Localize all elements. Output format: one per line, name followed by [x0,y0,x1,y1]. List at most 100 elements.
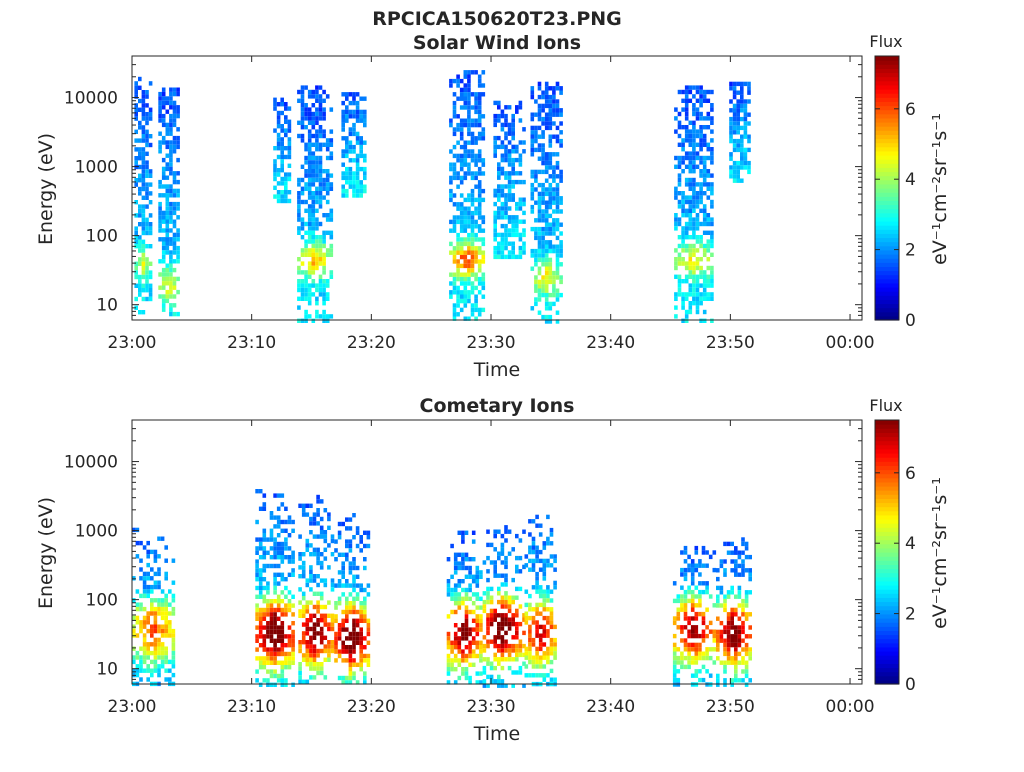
flux-cell [258,590,263,595]
flux-cell [741,607,745,613]
flux-cell [710,147,714,152]
flux-cell [463,162,468,167]
flux-cell [674,261,678,266]
flux-cell [493,657,497,662]
flux-cell [452,100,457,106]
flux-cell [475,671,480,676]
flux-cell [165,294,170,299]
flux-cell [148,244,153,249]
flux-cell [301,622,306,627]
flux-cell [176,144,180,150]
flux-cell [355,136,360,141]
flux-cell [318,125,323,130]
flux-cell [319,565,324,570]
flux-cell [334,583,338,588]
flux-cell [132,615,136,621]
flux-cell [524,620,529,625]
flux-cell [537,244,542,249]
flux-cell [315,120,319,125]
flux-cell [518,250,523,255]
flux-cell [138,98,142,104]
flux-cell [266,581,270,586]
flux-cell [318,261,323,266]
flux-cell [276,678,281,683]
flux-cell [157,646,161,651]
flux-cell [481,281,486,286]
flux-cell [493,219,497,224]
flux-cell [345,118,349,123]
flux-cell [504,573,508,578]
flux-cell [463,224,468,229]
flux-cell [687,567,691,573]
flux-cell [334,645,338,650]
flux-cell [710,107,714,112]
flux-cell [726,612,731,617]
flux-cell [493,573,497,578]
flux-cell [542,629,547,634]
flux-cell [544,240,549,245]
flux-cell [482,679,487,684]
flux-cell [712,629,717,634]
flux-cell [459,206,464,211]
flux-cell [497,613,501,618]
flux-cell [699,191,703,196]
flux-cell [464,557,469,562]
flux-cell [312,547,317,552]
flux-cell [266,629,270,635]
colorbar-segment [875,212,899,218]
flux-cell [552,191,556,197]
flux-cell [284,119,288,124]
flux-cell [511,621,515,627]
flux-cell [456,250,460,255]
flux-cell [690,660,695,665]
flux-cell [280,634,285,639]
flux-cell [459,136,464,141]
flux-cell [301,631,306,636]
flux-cell [497,232,501,238]
flux-cell [273,524,277,529]
flux-cell [337,535,342,540]
flux-cell [145,120,149,126]
flux-cell [507,122,512,128]
flux-cell [515,626,519,631]
flux-cell [672,660,677,665]
flux-cell [534,253,538,258]
flux-cell [537,292,542,298]
flux-cell [329,248,334,253]
flux-cell [464,645,469,650]
flux-cell [535,514,539,520]
flux-cell [544,213,549,219]
flux-cell [531,567,536,572]
flux-cell [273,128,277,133]
flux-cell [269,603,274,608]
flux-cell [474,162,478,167]
flux-cell [467,78,471,84]
flux-cell [734,678,738,683]
flux-cell [701,655,706,661]
flux-cell [300,283,305,288]
flux-cell [464,636,469,641]
flux-cell [692,217,696,222]
flux-cell [702,191,707,196]
flux-cell [702,116,707,121]
colorbar-segment [875,56,899,61]
flux-cell [284,577,288,582]
flux-cell [710,318,714,323]
flux-cell [291,568,295,573]
flux-cell [161,219,166,224]
flux-cell [537,279,542,285]
flux-cell [276,607,281,613]
flux-cell [145,160,149,165]
flux-cell [548,279,553,285]
flux-cell [470,290,475,295]
flux-cell [165,228,170,233]
flux-cell [141,204,146,209]
flux-cell [688,221,693,227]
flux-cell [276,594,281,599]
flux-cell [559,244,563,249]
flux-cell [690,629,695,634]
flux-cell [732,108,737,113]
flux-cell [158,105,162,110]
flux-cell [291,528,295,533]
flux-cell [493,140,497,145]
